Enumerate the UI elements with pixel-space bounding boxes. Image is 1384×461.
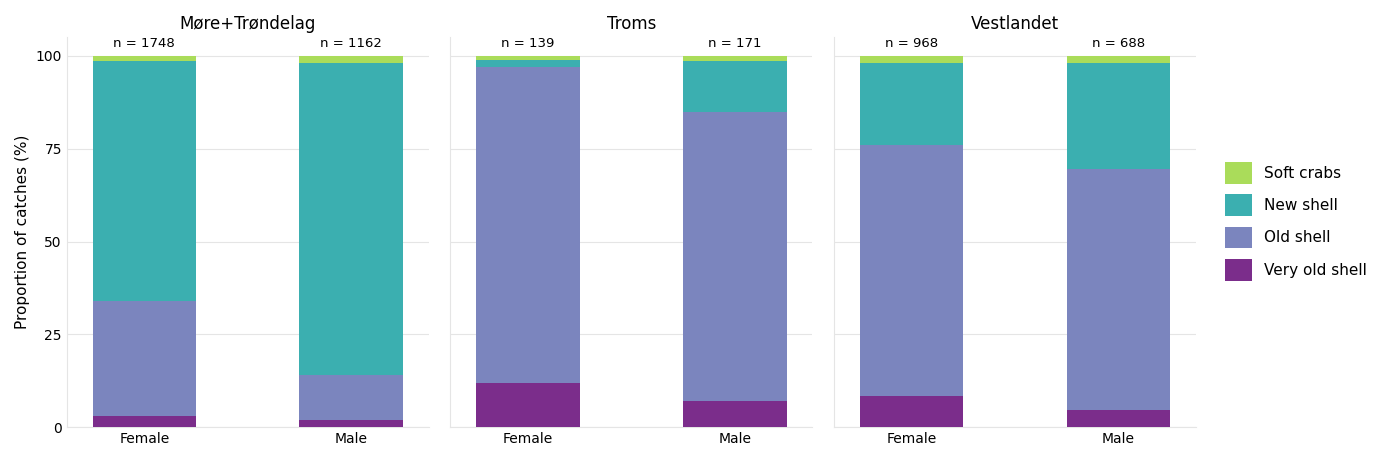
Title: Troms: Troms [606,15,656,33]
Text: n = 688: n = 688 [1092,37,1145,50]
Bar [299,63,403,375]
Bar [476,59,580,67]
Bar [93,416,197,427]
Bar [684,401,786,427]
Bar [1067,410,1169,427]
Text: n = 1748: n = 1748 [113,37,176,50]
Bar [93,56,197,61]
Bar [1067,169,1169,410]
Title: Vestlandet: Vestlandet [972,15,1059,33]
Bar [684,112,786,401]
Bar [299,375,403,420]
Bar [93,301,197,416]
Text: n = 968: n = 968 [884,37,938,50]
Text: n = 139: n = 139 [501,37,555,50]
Bar [299,56,403,63]
Text: n = 171: n = 171 [709,37,761,50]
Bar [859,145,963,396]
Text: n = 1162: n = 1162 [320,37,382,50]
Bar [1067,63,1169,169]
Bar [859,63,963,145]
Y-axis label: Proportion of catches (%): Proportion of catches (%) [15,135,30,330]
Bar [859,56,963,63]
Bar [1067,56,1169,63]
Bar [476,67,580,383]
Title: Møre+Trøndelag: Møre+Trøndelag [180,15,316,33]
Bar [299,420,403,427]
Bar [684,56,786,61]
Bar [476,56,580,59]
Bar [93,61,197,301]
Bar [684,61,786,112]
Bar [476,383,580,427]
Bar [859,396,963,427]
Legend: Soft crabs, New shell, Old shell, Very old shell: Soft crabs, New shell, Old shell, Very o… [1219,156,1373,287]
